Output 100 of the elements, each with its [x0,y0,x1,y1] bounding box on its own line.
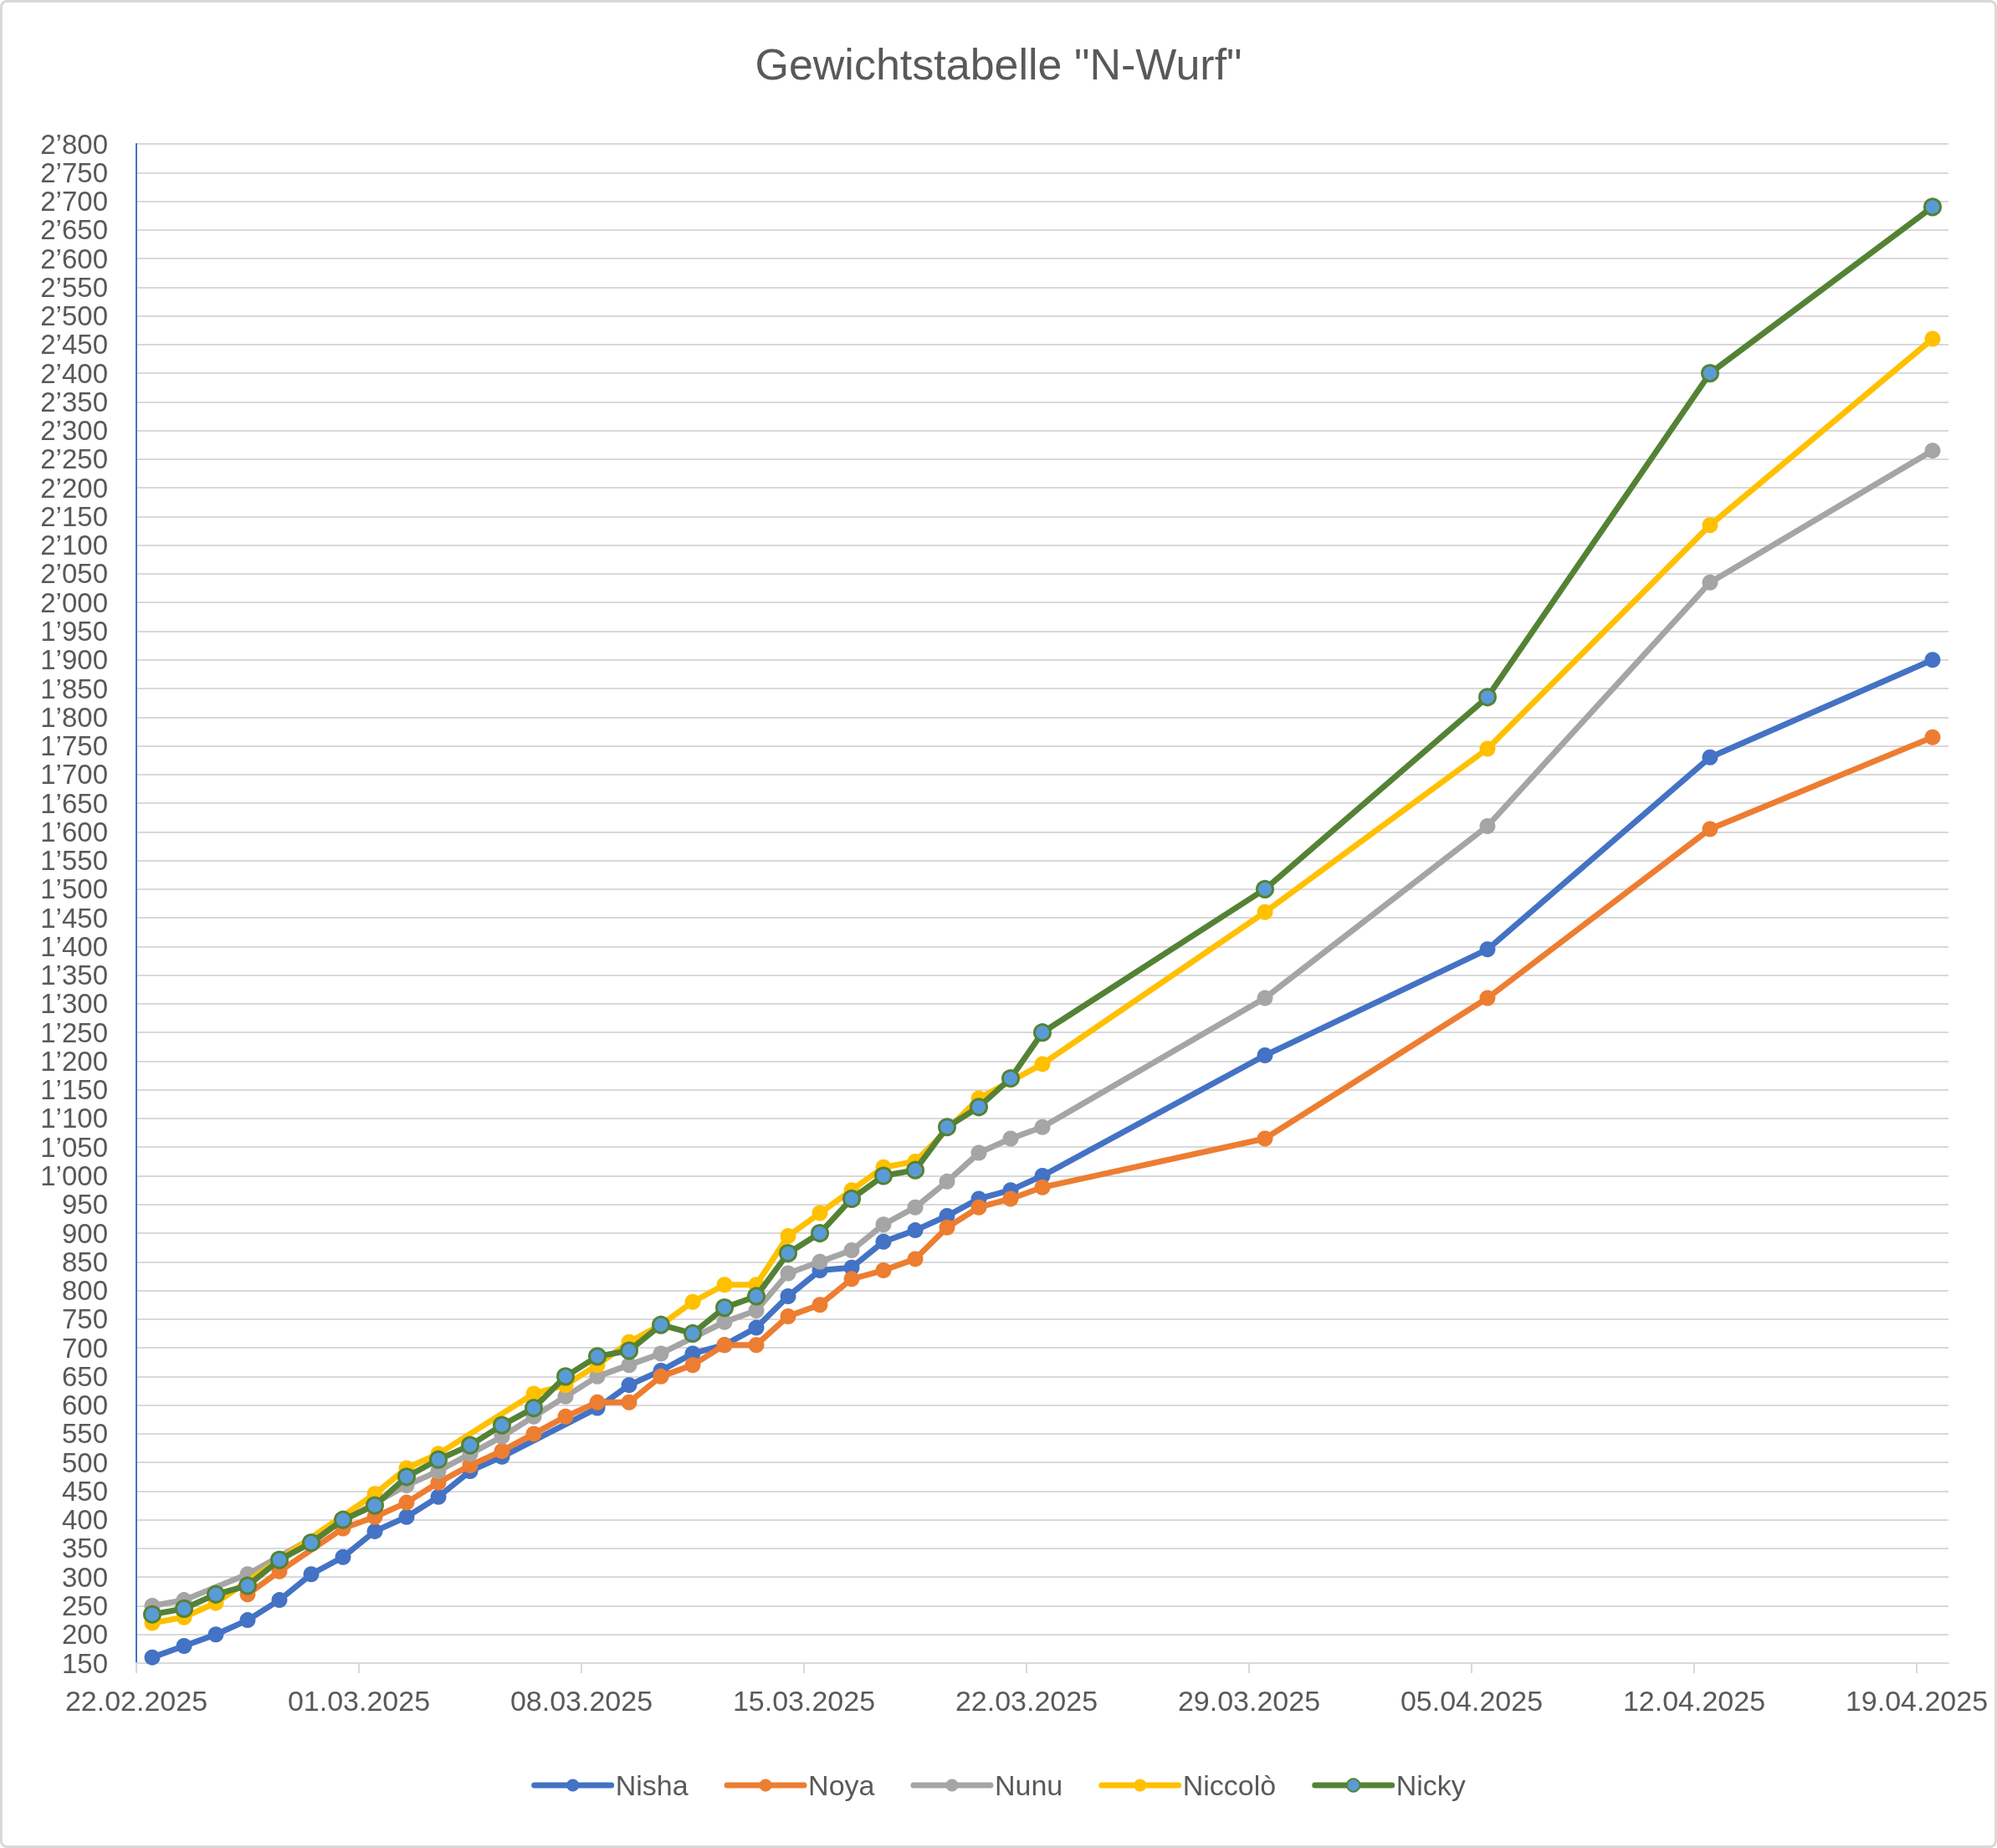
point [811,1224,829,1243]
x-tick-label: 05.04.2025 [1400,1685,1544,1717]
point [779,1244,797,1263]
point [874,1166,893,1185]
point [302,1533,320,1553]
point [175,1599,193,1618]
point [812,1253,828,1270]
legend-label: Niccolò [1182,1769,1277,1801]
point [939,1219,955,1236]
point [1256,879,1274,898]
point [620,1341,638,1360]
point [525,1399,543,1418]
point [207,1584,225,1604]
point [461,1436,479,1455]
point [842,1189,861,1208]
point [1257,1130,1273,1147]
point [938,1118,956,1137]
point [366,1496,384,1515]
point [398,1494,415,1511]
point [843,1271,860,1287]
point [1702,574,1718,591]
point [335,1549,351,1565]
point [1702,749,1718,765]
point [1002,1190,1019,1207]
point [1702,517,1718,534]
point [366,1523,383,1539]
point [907,1199,924,1216]
point [684,1323,702,1343]
point [588,1347,607,1366]
point [970,1199,987,1216]
point [1002,1130,1019,1147]
x-tick-label: 01.03.2025 [287,1685,431,1717]
point [1034,1119,1051,1135]
point [238,1576,257,1595]
legend-label: Nunu [994,1769,1063,1801]
legend-label: Nisha [615,1769,689,1801]
x-tick-label: 29.03.2025 [1177,1685,1321,1717]
point [906,1160,924,1180]
point [429,1450,448,1469]
point [1924,652,1941,668]
point [1034,1056,1051,1072]
point [684,1293,701,1310]
point [684,1357,701,1374]
x-tick-label: 08.03.2025 [509,1685,653,1717]
point [1034,1179,1051,1195]
point [780,1287,796,1304]
point [1923,197,1942,217]
point [875,1233,892,1250]
point [653,1345,669,1362]
point [1479,817,1496,834]
x-tick-label: 15.03.2025 [732,1685,876,1717]
point [493,1415,511,1435]
point [621,1394,638,1410]
point [1924,729,1941,745]
point [1257,990,1273,1006]
point [144,1649,161,1666]
point [747,1287,766,1306]
point [715,1298,734,1318]
point [1924,443,1941,459]
point [812,1297,828,1313]
point [1924,330,1941,347]
point [748,1319,765,1336]
point [207,1626,224,1643]
point [143,1605,161,1624]
point [780,1265,796,1282]
point [334,1510,352,1529]
x-tick-label: 22.03.2025 [955,1685,1098,1717]
chart-title: Gewichtstabelle "N-Wurf" [755,40,1242,89]
legend-label: Noya [808,1769,875,1801]
point [1001,1069,1020,1088]
point [716,1277,733,1293]
point [970,1144,987,1161]
point [557,1408,574,1425]
point [907,1251,924,1267]
point [653,1368,669,1385]
point [176,1637,192,1654]
point [1701,364,1719,383]
point [1479,941,1496,958]
point [525,1426,542,1442]
legend-label: Nicky [1395,1769,1466,1801]
point [1479,990,1496,1006]
point [1478,688,1497,707]
point [397,1467,416,1487]
point [812,1205,828,1221]
point [239,1612,256,1629]
point [875,1216,892,1233]
point [875,1262,892,1279]
point [1479,740,1496,757]
x-tick-label: 19.04.2025 [1845,1685,1989,1717]
point [430,1488,447,1505]
point [1257,1047,1273,1064]
x-tick-label: 12.04.2025 [1622,1685,1766,1717]
point [939,1173,955,1190]
point [556,1367,575,1386]
point [398,1508,415,1525]
point [271,1592,288,1609]
point [907,1222,924,1239]
point [303,1566,320,1583]
point [780,1308,796,1324]
point [748,1303,765,1319]
